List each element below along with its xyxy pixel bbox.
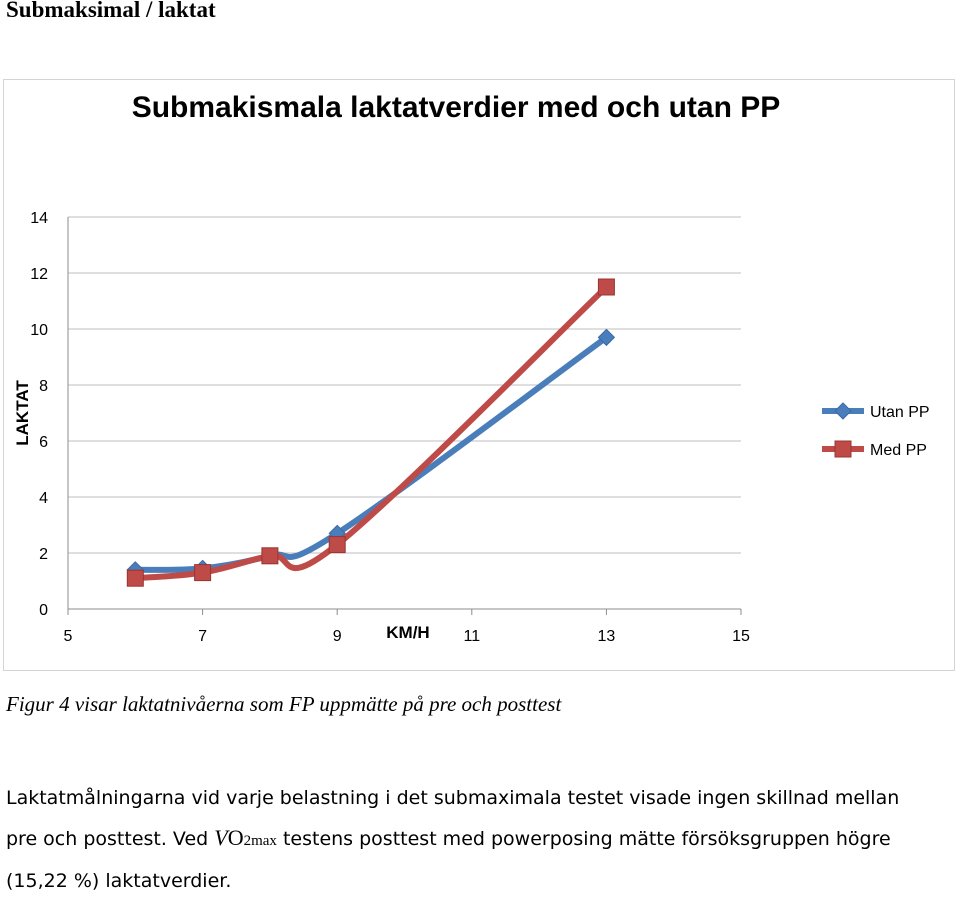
x-tick-label-15: 15	[732, 628, 750, 645]
section-heading: Submaksimal / laktat	[6, 0, 216, 22]
body-line-2-end: testens posttest med powerposing mätte f…	[276, 828, 891, 850]
x-tick-label-7: 7	[198, 628, 207, 645]
legend-marker-med-pp	[834, 440, 852, 458]
legend-marker-utan-pp	[834, 402, 852, 420]
x-tick-label-13: 13	[598, 628, 616, 645]
legend-label-utan-pp: Utan PP	[870, 404, 930, 421]
x-tick-label-5: 5	[64, 628, 73, 645]
grid-lines	[68, 216, 741, 554]
point-med-pp-13	[597, 278, 615, 296]
y-tick-label-8: 8	[39, 378, 48, 395]
y-axis-label: LAKTAT	[13, 380, 32, 446]
y-tick-label-14: 14	[30, 210, 48, 227]
y-tick-label-10: 10	[30, 322, 48, 339]
x-tick-label-9: 9	[333, 628, 342, 645]
body-line-1: Laktatmålningarna vid varje belastning i…	[6, 787, 900, 809]
point-med-pp-7	[194, 564, 212, 582]
y-tick-label-0: 0	[39, 602, 48, 619]
body-line-2-start: pre och posttest. Ved	[6, 828, 215, 850]
y-tick-label-6: 6	[39, 434, 48, 451]
chart-frame: Submakismala laktatverdier med och utan …	[3, 79, 955, 671]
point-med-pp-6	[126, 569, 144, 587]
series	[126, 278, 616, 587]
x-tick-labels: 5 7 9 11 13 15	[64, 628, 750, 645]
legend-item-utan-pp: Utan PP	[822, 402, 930, 421]
body-line-3: (15,22 %) laktatverdier.	[6, 870, 232, 892]
x-tick-label-11: 11	[463, 628, 480, 645]
y-tick-labels: 0 2 4 6 8 10 12 14	[30, 210, 48, 619]
point-utan-pp-13	[597, 328, 616, 347]
legend-item-med-pp: Med PP	[822, 440, 927, 459]
chart-title: Submakismala laktatverdier med och utan …	[132, 91, 781, 124]
body-paragraph: Laktatmålningarna vid varje belastning i…	[6, 778, 951, 901]
lactate-line-chart: Submakismala laktatverdier med och utan …	[13, 91, 930, 645]
x-axis-label: KM/H	[386, 623, 429, 642]
point-med-pp-8	[261, 547, 279, 565]
point-med-pp-9	[328, 536, 346, 554]
figure-caption: Figur 4 visar laktatnivåerna som FP uppm…	[6, 692, 562, 716]
y-tick-label-4: 4	[39, 490, 48, 507]
series-line-utan-pp	[132, 334, 610, 573]
vo2max-o: O	[227, 825, 244, 850]
y-tick-label-12: 12	[30, 266, 48, 283]
series-utan-pp	[126, 328, 616, 579]
body-line-2: pre och posttest. Ved VO2max testens pos…	[6, 818, 951, 861]
series-line-med-pp	[132, 284, 610, 582]
y-tick-label-2: 2	[39, 546, 48, 563]
series-med-pp	[126, 278, 615, 587]
legend: Utan PP Med PP	[822, 402, 930, 459]
axes	[67, 217, 742, 615]
legend-label-med-pp: Med PP	[870, 442, 927, 459]
vo2max-v: V	[214, 825, 228, 850]
vo2max-subscript: 2max	[243, 833, 277, 849]
